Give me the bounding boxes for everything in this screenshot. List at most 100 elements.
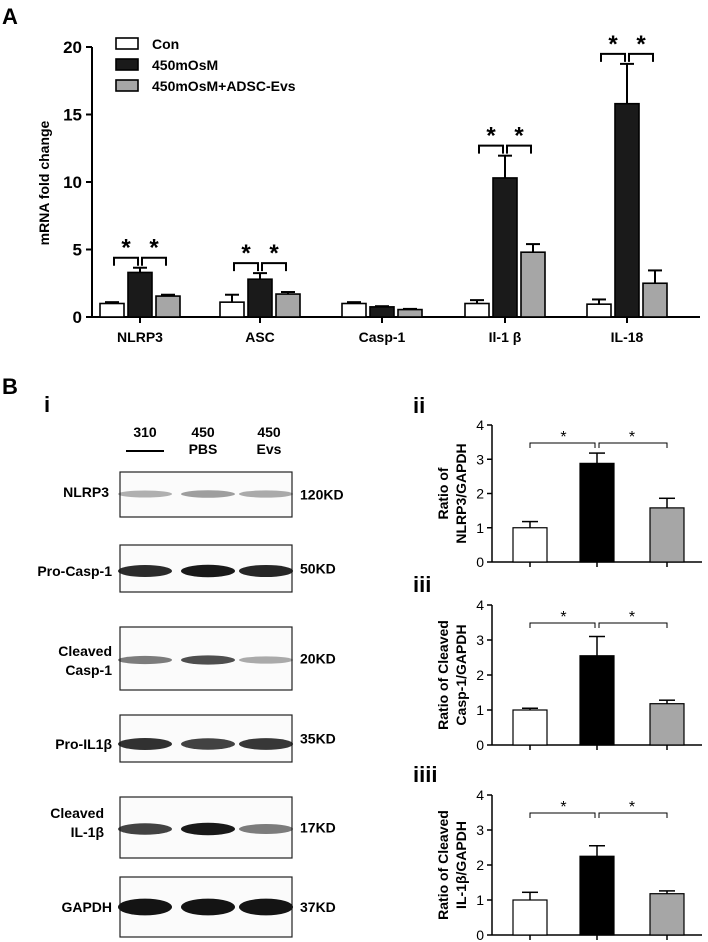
bar-a (219, 301, 245, 318)
bar-b (579, 655, 615, 746)
x-tick-label-a: Casp-1 (359, 329, 406, 345)
blot-label: GAPDH (61, 899, 112, 915)
bar-a (586, 303, 612, 318)
legend-label-a: 450mOsM+ADSC-Evs (152, 78, 296, 94)
y-tick-label-b: 3 (476, 451, 484, 467)
significance-star-a: * (636, 31, 646, 58)
blot-band (239, 564, 293, 578)
blot-band (239, 490, 293, 498)
bar-a (341, 302, 367, 318)
legend-label-a: 450mOsM (152, 57, 218, 73)
significance-bracket-a (233, 262, 259, 272)
blot-band (239, 656, 293, 664)
y-tick-label-b: 2 (476, 667, 484, 683)
significance-bracket-b (598, 442, 668, 448)
blot-band (118, 898, 172, 916)
legend-swatch-a (115, 58, 139, 71)
significance-bracket-a (600, 52, 626, 62)
bar-a (155, 295, 181, 318)
bar-b (512, 527, 548, 563)
y-tick-label-b: 0 (476, 554, 484, 570)
y-axis-label-b: Ratio of Cleaved (435, 810, 451, 920)
blot-box (119, 471, 293, 518)
blot-size-label: 37KD (300, 899, 336, 915)
significance-star-a: * (608, 31, 618, 58)
lane-3-bottom: Evs (257, 441, 282, 457)
y-tick-label-b: 3 (476, 822, 484, 838)
blot-label: Pro-IL1β (55, 736, 112, 752)
significance-bracket-a (478, 144, 504, 154)
blot-band (118, 655, 172, 665)
bar-a (127, 271, 153, 318)
significance-star-a: * (241, 240, 251, 267)
panel-b-i-label: i (44, 392, 50, 417)
legend-swatch-a (115, 79, 139, 92)
bar-a (464, 302, 490, 318)
western-blots: NLRP3 120KD Pro-Casp-1 50KD Cleaved Casp-1 20K… (37, 450, 344, 938)
significance-bracket-a (141, 256, 167, 266)
panel-a-ylabel: mRNA fold change (36, 120, 52, 245)
significance-star-b: * (560, 609, 566, 626)
significance-star-b: * (629, 609, 635, 626)
y-tick-label-b: 4 (476, 417, 484, 433)
significance-star-b: * (560, 429, 566, 446)
bar-a (247, 278, 273, 318)
significance-bracket-a (628, 52, 654, 62)
blot-size-label: 120KD (300, 487, 344, 503)
lane-2-top: 450 (191, 424, 215, 440)
bar-b (512, 899, 548, 936)
y-tick-label-b: 0 (476, 737, 484, 753)
blot-band (239, 824, 293, 834)
significance-star-a: * (486, 123, 496, 150)
y-tick-label-b: 0 (476, 927, 484, 942)
significance-bracket-b (598, 812, 668, 818)
bar-b (512, 709, 548, 746)
y-axis-label-b: Casp-1/GAPDH (453, 624, 469, 725)
lane-2-bottom: PBS (189, 441, 218, 457)
significance-star-a: * (149, 235, 159, 262)
subpanel-label: ii (413, 393, 425, 418)
blot-band (118, 490, 172, 498)
blot-label: NLRP3 (63, 484, 109, 500)
panel-a-label: A (2, 4, 18, 29)
significance-bracket-a (113, 256, 139, 266)
bar-b (579, 462, 615, 563)
significance-bracket-b (529, 812, 596, 818)
blot-size-label: 17KD (300, 820, 336, 836)
y-tick-label-a: 0 (73, 308, 82, 327)
significance-star-b: * (629, 799, 635, 816)
significance-star-b: * (629, 429, 635, 446)
panel-b-label: B (2, 374, 18, 399)
bar-b (649, 507, 685, 563)
subpanel-label: iii (413, 572, 431, 597)
blot-band (239, 738, 293, 750)
y-tick-label-b: 1 (476, 892, 484, 908)
significance-star-a: * (514, 123, 524, 150)
blot-band (181, 898, 235, 916)
blot-label: IL-1β (71, 824, 105, 840)
significance-star-a: * (121, 235, 131, 262)
blot-band (181, 564, 235, 578)
y-tick-label-a: 10 (63, 173, 82, 192)
significance-bracket-b (598, 622, 668, 628)
y-axis-label-b: NLRP3/GAPDH (453, 443, 469, 543)
significance-bracket-b (529, 622, 596, 628)
bar-a (397, 308, 423, 318)
bar-a (642, 282, 668, 318)
y-tick-label-b: 3 (476, 632, 484, 648)
significance-star-b: * (560, 799, 566, 816)
y-tick-label-b: 1 (476, 702, 484, 718)
y-axis-label-b: Ratio of Cleaved (435, 620, 451, 730)
y-tick-label-a: 15 (63, 106, 82, 125)
blot-size-label: 20KD (300, 651, 336, 667)
bar-a (492, 177, 518, 318)
blot-label: Pro-Casp-1 (37, 563, 112, 579)
y-tick-label-b: 1 (476, 520, 484, 536)
lane-3-top: 450 (257, 424, 281, 440)
blot-band (239, 898, 293, 916)
bar-a (275, 293, 301, 318)
blot-label: Cleaved (50, 805, 104, 821)
bar-a (369, 306, 395, 318)
bar-a (520, 251, 546, 318)
y-tick-label-b: 4 (476, 787, 484, 803)
